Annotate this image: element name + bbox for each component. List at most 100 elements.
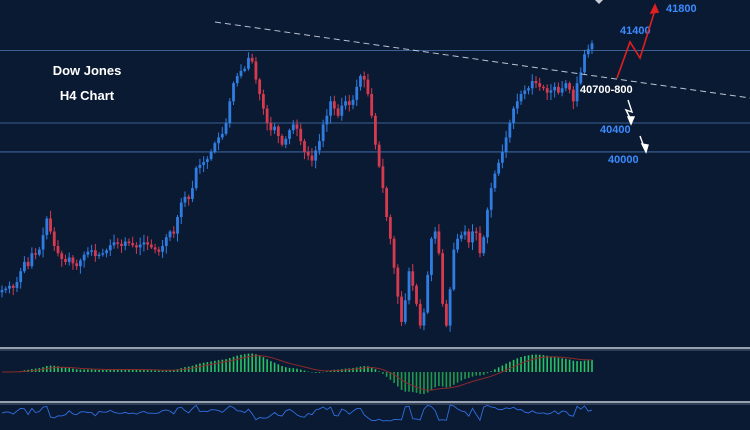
candle-body (15, 282, 19, 288)
candle-body (235, 75, 239, 84)
candle-body (385, 188, 389, 218)
candle-body (374, 115, 377, 145)
label-40400: 40400 (600, 124, 631, 136)
candle-body (213, 143, 217, 152)
candle-body (396, 267, 400, 297)
candle-body (64, 258, 67, 262)
candle-body (228, 101, 232, 123)
candle-body (187, 196, 191, 199)
candle-body (8, 285, 11, 289)
candle-body (527, 88, 530, 91)
candle-body (504, 137, 508, 152)
candle-body (575, 83, 579, 102)
candle-body (579, 72, 583, 84)
candle-body (138, 244, 142, 248)
candle-body (347, 101, 351, 105)
candle-body (116, 242, 120, 244)
candle-body (176, 217, 179, 234)
candle-body (261, 94, 265, 109)
candle-body (127, 241, 131, 244)
candle-body (295, 124, 299, 129)
candle-body (388, 217, 392, 239)
candle-body (135, 245, 138, 248)
candle-body (418, 303, 422, 326)
candle-body (366, 79, 370, 95)
candle-body (146, 242, 150, 245)
candle-body (172, 231, 176, 234)
candle-body (530, 81, 534, 89)
candle-body (299, 128, 303, 142)
candle-body (108, 245, 112, 251)
candle-body (486, 209, 489, 238)
candle-body (519, 94, 523, 102)
candle-body (381, 166, 385, 189)
candle-body (288, 130, 291, 139)
candle-body (310, 155, 314, 161)
candles-layer (0, 40, 594, 332)
resistance-trendline (214, 21, 750, 99)
candle-body (120, 243, 123, 246)
candle-body (318, 141, 321, 151)
candle-body (426, 274, 430, 313)
oscillator-line (1, 404, 593, 422)
candle-body (489, 188, 493, 210)
candle-body (497, 162, 501, 174)
candle-body (168, 231, 172, 238)
candle-body (232, 83, 235, 102)
up-arrow-icon (616, 3, 660, 79)
candle-body (23, 261, 26, 272)
candle-body (164, 237, 168, 246)
candle-body (332, 101, 336, 109)
candle-body (400, 296, 403, 322)
candle-body (306, 151, 310, 156)
candle-body (303, 141, 306, 152)
candle-body (157, 249, 161, 252)
candle-body (556, 86, 560, 93)
candle-body (112, 242, 116, 246)
candle-body (194, 167, 198, 189)
candle-body (456, 238, 459, 250)
candle-body (459, 235, 463, 239)
candle-body (131, 243, 135, 246)
candle-body (321, 124, 325, 142)
candle-body (258, 79, 262, 95)
candle-body (209, 151, 213, 160)
candle-body (355, 86, 359, 100)
candle-body (265, 108, 269, 123)
candle-body (583, 54, 586, 73)
candle-body (56, 245, 60, 254)
candle-body (482, 237, 486, 254)
candle-body (568, 83, 571, 90)
candle-body (26, 261, 30, 267)
candle-body (340, 105, 344, 116)
label-40000: 40000 (608, 154, 639, 166)
candle-body (198, 164, 202, 168)
candle-body (329, 101, 333, 116)
candle-body (179, 202, 183, 218)
candle-body (411, 271, 415, 286)
histogram-signal-line (1, 355, 593, 391)
candle-body (463, 231, 467, 236)
candle-body (515, 101, 519, 109)
candle-body (314, 150, 318, 161)
candle-body (493, 173, 497, 189)
candle-body (41, 235, 45, 250)
candle-body (183, 196, 187, 203)
candle-body (422, 312, 426, 326)
candle-body (560, 88, 564, 93)
candle-body (534, 81, 538, 84)
candle-body (97, 254, 101, 257)
candle-body (325, 115, 329, 125)
candle-body (71, 257, 75, 264)
candle-body (101, 253, 105, 255)
candle-body (444, 303, 448, 326)
candle-body (52, 231, 56, 246)
candle-body (508, 122, 512, 138)
candle-body (452, 249, 456, 290)
candle-body (392, 238, 396, 268)
candle-body (30, 253, 34, 267)
candle-body (545, 88, 549, 93)
candle-body (243, 68, 247, 71)
